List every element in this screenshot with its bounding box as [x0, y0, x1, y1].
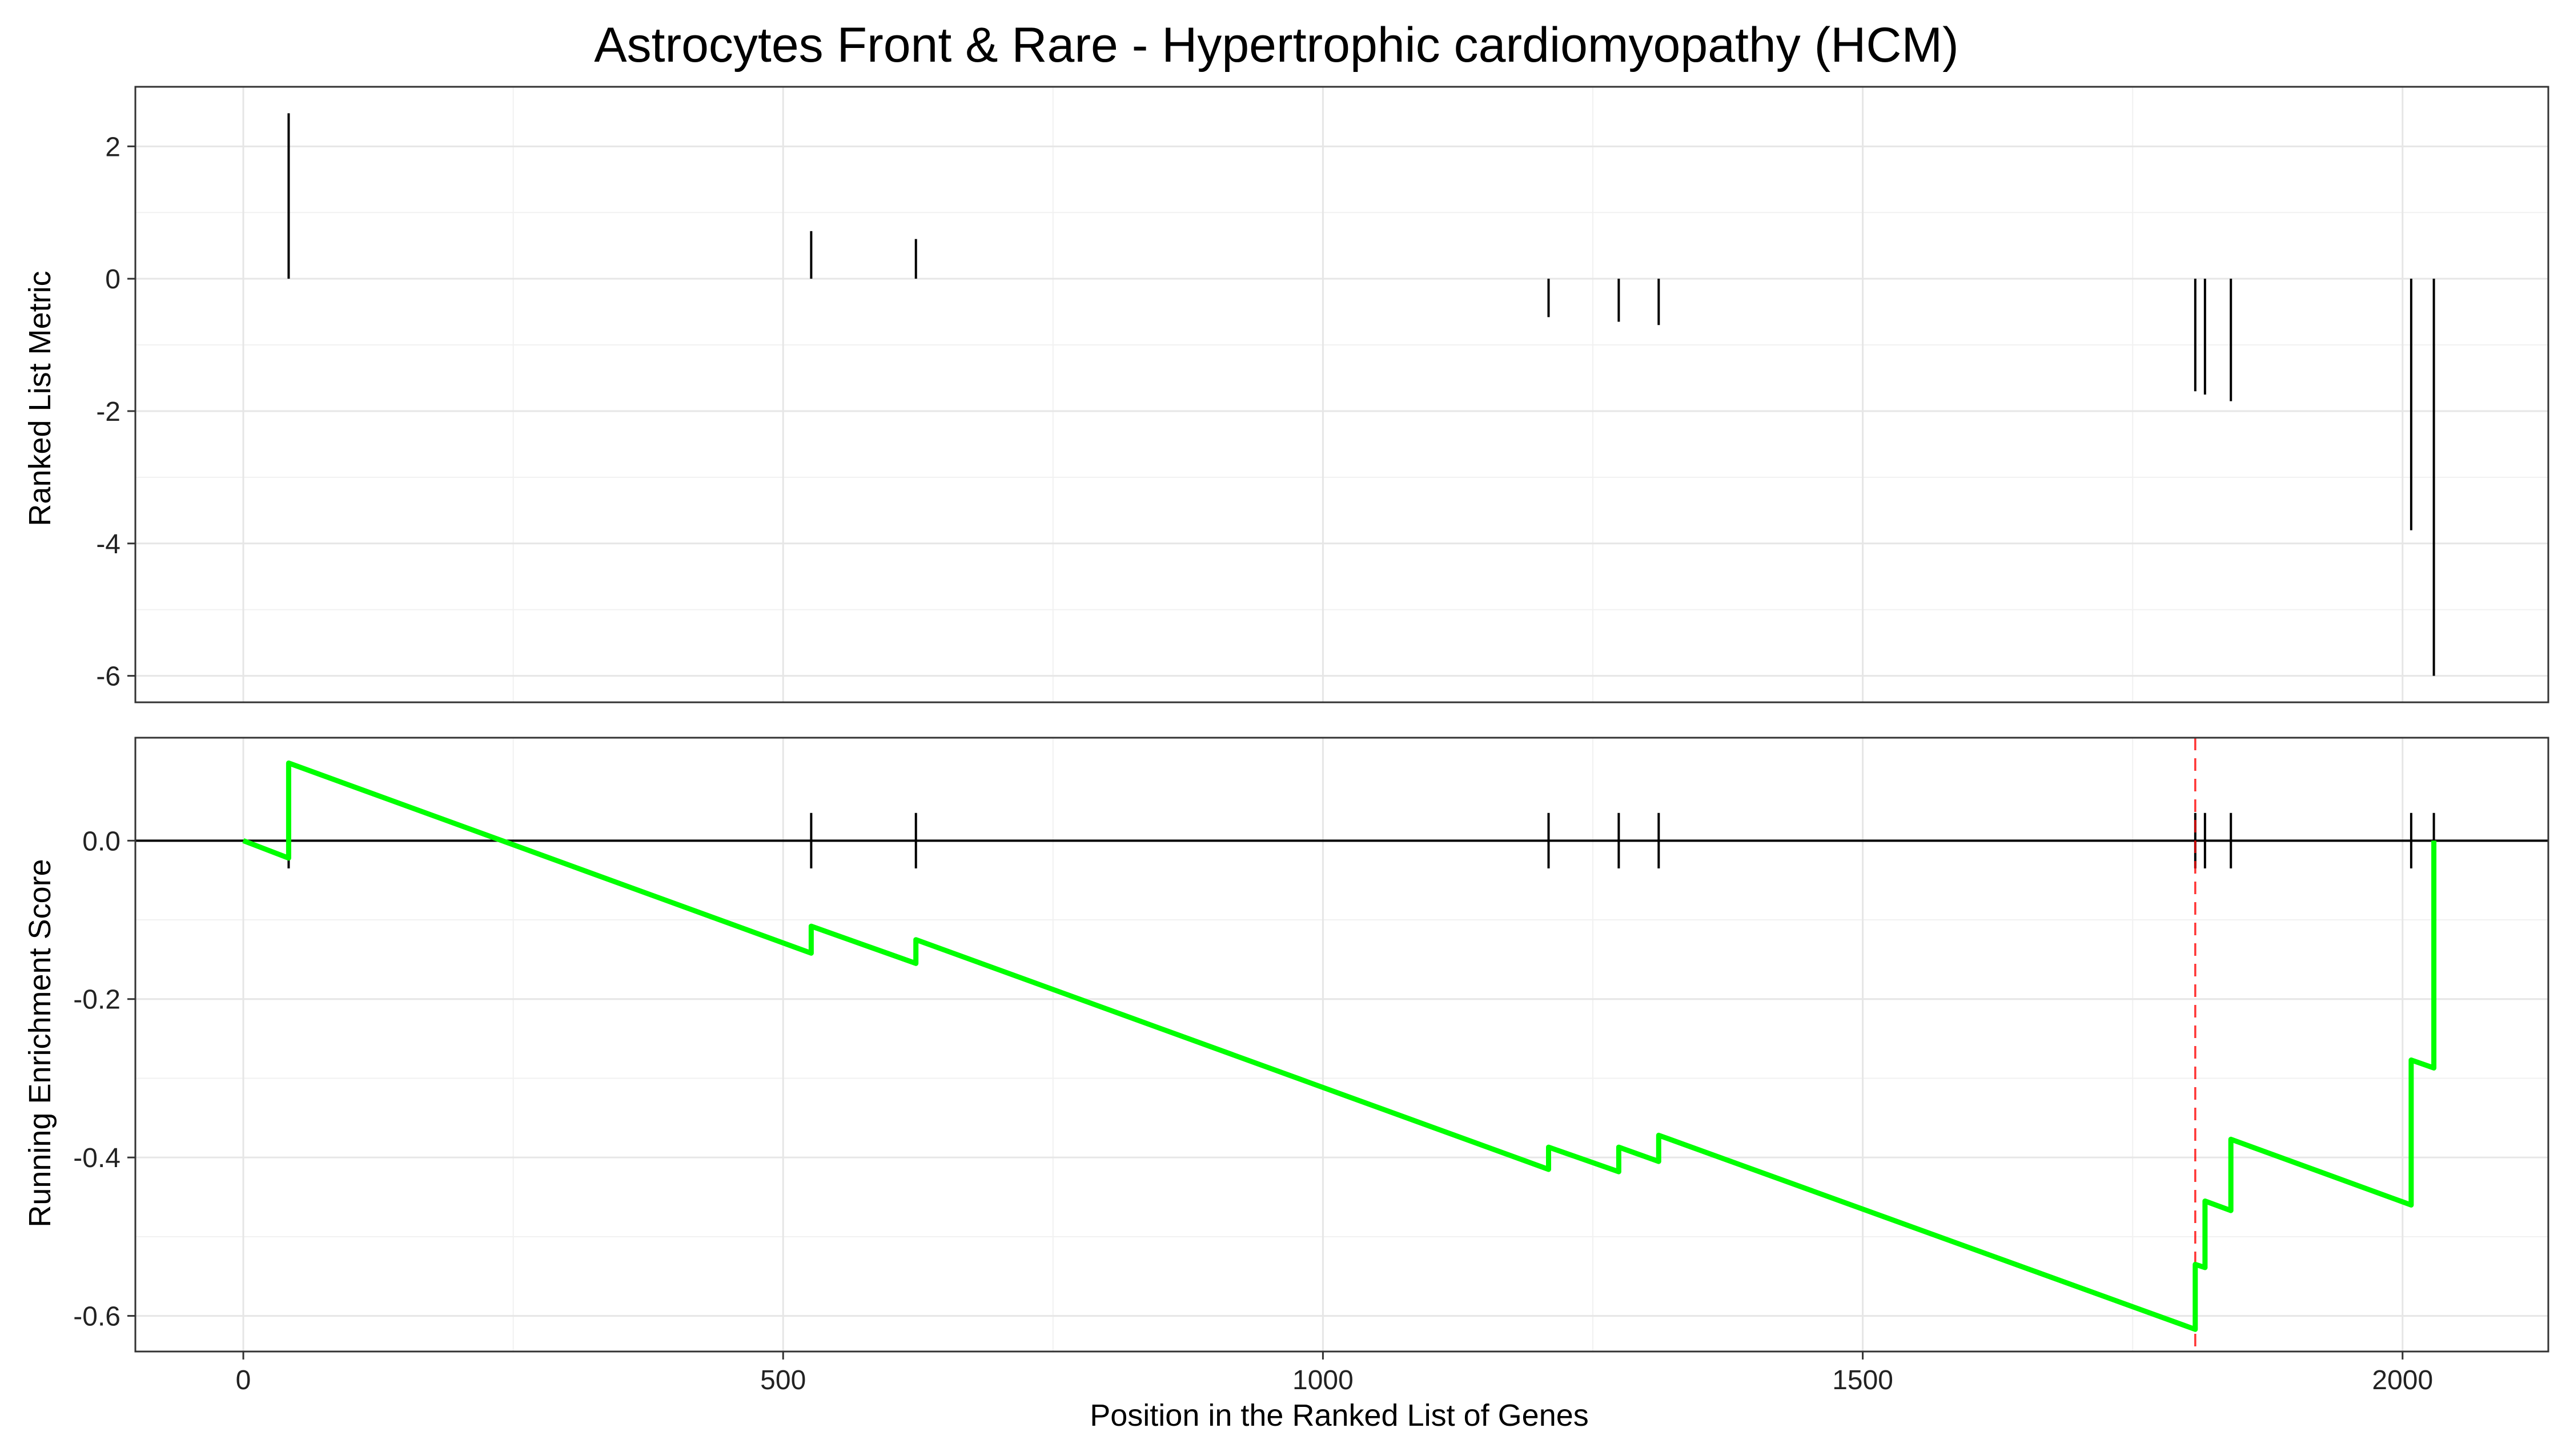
y-tick-label: -6	[96, 662, 121, 692]
ranked-metric-panel: 2 0 -2 -4 -6	[96, 86, 2549, 703]
y-tick-label: -0.4	[73, 1143, 121, 1173]
y-tick-label: -0.2	[73, 985, 121, 1015]
x-axis-title: Position in the Ranked List of Genes	[1090, 1398, 1589, 1433]
top-y-axis-title: Ranked List Metric	[23, 271, 57, 526]
y-tick-label: 0.0	[82, 826, 121, 856]
y-tick-label: -4	[96, 529, 121, 560]
chart-title: Astrocytes Front & Rare - Hypertrophic c…	[594, 18, 1959, 73]
x-tick-label: 2000	[2372, 1365, 2433, 1395]
x-tick-label: 500	[760, 1365, 806, 1395]
enrichment-score-line	[242, 760, 2437, 1332]
y-tick-label: -2	[96, 397, 121, 427]
x-tick-label: 1000	[1292, 1365, 1354, 1395]
panel-border	[134, 86, 2549, 703]
running-es-panel: 0.0 -0.2 -0.4 -0.6 0 500 1000 1500 2000	[73, 737, 2549, 1395]
y-tick-label: 2	[105, 132, 121, 162]
y-tick-label: -0.6	[73, 1302, 121, 1332]
bottom-y-axis-title: Running Enrichment Score	[23, 859, 57, 1227]
panel-border	[134, 737, 2549, 1353]
y-tick-label: 0	[105, 264, 121, 295]
x-tick-label: 0	[236, 1365, 251, 1395]
x-tick-label: 1500	[1832, 1365, 1893, 1395]
